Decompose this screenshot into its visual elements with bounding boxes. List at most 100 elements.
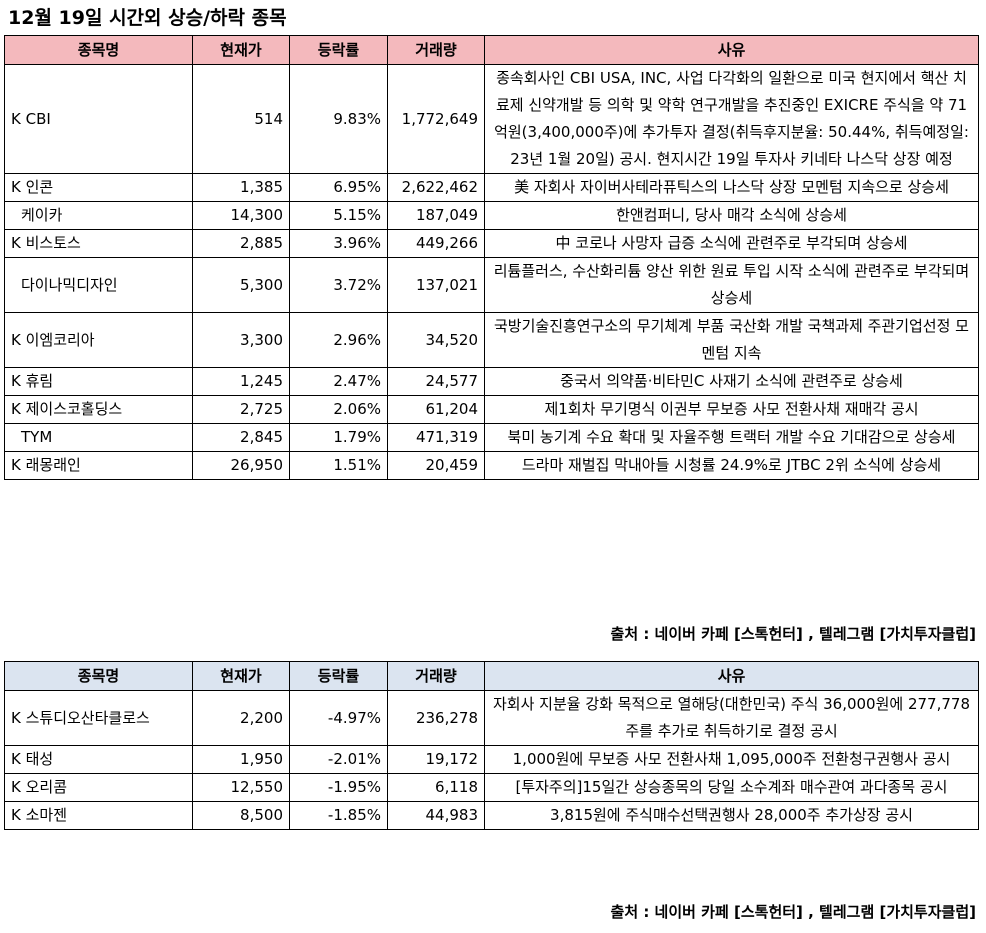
stock-name: K 이엠코리아 — [4, 312, 193, 368]
column-header-name: 종목명 — [4, 661, 193, 691]
stock-name: K 오리콤 — [4, 773, 193, 802]
stock-price: 14,300 — [192, 201, 290, 230]
column-header-volume: 거래량 — [387, 661, 485, 691]
stock-volume: 2,622,462 — [387, 173, 485, 202]
stock-volume: 137,021 — [387, 257, 485, 313]
stock-rate: 3.96% — [289, 229, 388, 258]
column-header-reason: 사유 — [484, 35, 979, 65]
stock-reason: 자회사 지분율 강화 목적으로 열해당(대한민국) 주식 36,000원에 27… — [484, 690, 979, 746]
table-row: TYM 2,845 1.79% 471,319 북미 농기계 수요 확대 및 자… — [4, 423, 979, 452]
stock-volume: 449,266 — [387, 229, 485, 258]
column-header-rate: 등락률 — [289, 661, 388, 691]
stock-price: 8,500 — [192, 801, 290, 830]
stock-volume: 471,319 — [387, 423, 485, 452]
source-credit: 출처 : 네이버 카페 [스톡헌터] , 텔레그램 [가치투자클럽] — [610, 903, 976, 921]
table-row: K CBI 514 9.83% 1,772,649 종속회사인 CBI USA,… — [4, 64, 979, 174]
table-header-row: 종목명 현재가 등락률 거래량 사유 — [4, 35, 979, 65]
stock-reason: 한앤컴퍼니, 당사 매각 소식에 상승세 — [484, 201, 979, 230]
stock-volume: 34,520 — [387, 312, 485, 368]
stock-rate: 9.83% — [289, 64, 388, 174]
stock-reason: 드라마 재벌집 막내아들 시청률 24.9%로 JTBC 2위 소식에 상승세 — [484, 451, 979, 480]
table-row: K 이엠코리아 3,300 2.96% 34,520 국방기술진흥연구소의 무기… — [4, 312, 979, 368]
stock-rate: -4.97% — [289, 690, 388, 746]
stock-name: K 휴림 — [4, 367, 193, 396]
stock-reason: [투자주의]15일간 상승종목의 당일 소수계좌 매수관여 과다종목 공시 — [484, 773, 979, 802]
table-row: 케이카 14,300 5.15% 187,049 한앤컴퍼니, 당사 매각 소식… — [4, 201, 979, 230]
stock-reason: 종속회사인 CBI USA, INC, 사업 다각화의 일환으로 미국 현지에서… — [484, 64, 979, 174]
stock-name: K 인콘 — [4, 173, 193, 202]
stock-volume: 1,772,649 — [387, 64, 485, 174]
stock-name: 케이카 — [4, 201, 193, 230]
table-row: K 태성 1,950 -2.01% 19,172 1,000원에 무보증 사모 … — [4, 745, 979, 774]
stock-price: 2,885 — [192, 229, 290, 258]
stock-rate: 3.72% — [289, 257, 388, 313]
stock-reason: 3,815원에 주식매수선택권행사 28,000주 추가상장 공시 — [484, 801, 979, 830]
stock-name: K 비스토스 — [4, 229, 193, 258]
table-row: 다이나믹디자인 5,300 3.72% 137,021 리튬플러스, 수산화리튬… — [4, 257, 979, 313]
table-row: K 제이스코홀딩스 2,725 2.06% 61,204 제1회차 무기명식 이… — [4, 395, 979, 424]
stock-reason: 美 자회사 자이버사테라퓨틱스의 나스닥 상장 모멘텀 지속으로 상승세 — [484, 173, 979, 202]
stock-reason: 북미 농기계 수요 확대 및 자율주행 트랙터 개발 수요 기대감으로 상승세 — [484, 423, 979, 452]
stock-volume: 236,278 — [387, 690, 485, 746]
column-header-reason: 사유 — [484, 661, 979, 691]
page-title: 12월 19일 시간외 상승/하락 종목 — [8, 7, 287, 29]
column-header-price: 현재가 — [192, 661, 290, 691]
stock-price: 2,725 — [192, 395, 290, 424]
stock-price: 2,200 — [192, 690, 290, 746]
stock-volume: 187,049 — [387, 201, 485, 230]
stock-rate: -2.01% — [289, 745, 388, 774]
column-header-price: 현재가 — [192, 35, 290, 65]
stock-reason: 국방기술진흥연구소의 무기체계 부품 국산화 개발 국책과제 주관기업선정 모멘… — [484, 312, 979, 368]
stock-reason: 리튬플러스, 수산화리튬 양산 위한 원료 투입 시작 소식에 관련주로 부각되… — [484, 257, 979, 313]
stock-reason: 중국서 의약품·비타민C 사재기 소식에 관련주로 상승세 — [484, 367, 979, 396]
table-row: K 스튜디오산타클로스 2,200 -4.97% 236,278 자회사 지분율… — [4, 690, 979, 746]
stock-volume: 19,172 — [387, 745, 485, 774]
stock-price: 2,845 — [192, 423, 290, 452]
stock-rate: 6.95% — [289, 173, 388, 202]
stock-reason: 제1회차 무기명식 이권부 무보증 사모 전환사채 재매각 공시 — [484, 395, 979, 424]
stock-name: K 태성 — [4, 745, 193, 774]
stock-price: 1,385 — [192, 173, 290, 202]
table-row: K 비스토스 2,885 3.96% 449,266 中 코로나 사망자 급증 … — [4, 229, 979, 258]
stock-reason: 1,000원에 무보증 사모 전환사채 1,095,000주 전환청구권행사 공… — [484, 745, 979, 774]
stock-reason: 中 코로나 사망자 급증 소식에 관련주로 부각되며 상승세 — [484, 229, 979, 258]
table-row: K 오리콤 12,550 -1.95% 6,118 [투자주의]15일간 상승종… — [4, 773, 979, 802]
stock-volume: 24,577 — [387, 367, 485, 396]
stock-rate: -1.85% — [289, 801, 388, 830]
table-row: K 래몽래인 26,950 1.51% 20,459 드라마 재벌집 막내아들 … — [4, 451, 979, 480]
column-header-volume: 거래량 — [387, 35, 485, 65]
stock-name: K CBI — [4, 64, 193, 174]
table-row: K 소마젠 8,500 -1.85% 44,983 3,815원에 주식매수선택… — [4, 801, 979, 830]
stock-rate: 1.79% — [289, 423, 388, 452]
column-header-name: 종목명 — [4, 35, 193, 65]
stock-rate: 2.47% — [289, 367, 388, 396]
stock-name: TYM — [4, 423, 193, 452]
table-header-row: 종목명 현재가 등락률 거래량 사유 — [4, 661, 979, 691]
stock-name: K 제이스코홀딩스 — [4, 395, 193, 424]
stock-price: 5,300 — [192, 257, 290, 313]
stock-price: 1,950 — [192, 745, 290, 774]
table-row: K 휴림 1,245 2.47% 24,577 중국서 의약품·비타민C 사재기… — [4, 367, 979, 396]
column-header-rate: 등락률 — [289, 35, 388, 65]
stock-volume: 44,983 — [387, 801, 485, 830]
stock-rate: 5.15% — [289, 201, 388, 230]
source-credit: 출처 : 네이버 카페 [스톡헌터] , 텔레그램 [가치투자클럽] — [610, 625, 976, 643]
stock-name: K 소마젠 — [4, 801, 193, 830]
stock-volume: 6,118 — [387, 773, 485, 802]
stock-rate: -1.95% — [289, 773, 388, 802]
falling-stocks-table: 종목명 현재가 등락률 거래량 사유 K 스튜디오산타클로스 2,200 -4.… — [4, 661, 979, 830]
stock-rate: 2.06% — [289, 395, 388, 424]
stock-rate: 1.51% — [289, 451, 388, 480]
stock-price: 26,950 — [192, 451, 290, 480]
stock-price: 12,550 — [192, 773, 290, 802]
stock-price: 3,300 — [192, 312, 290, 368]
stock-price: 514 — [192, 64, 290, 174]
stock-volume: 61,204 — [387, 395, 485, 424]
rising-stocks-table: 종목명 현재가 등락률 거래량 사유 K CBI 514 9.83% 1,772… — [4, 35, 979, 480]
stock-name: K 스튜디오산타클로스 — [4, 690, 193, 746]
stock-volume: 20,459 — [387, 451, 485, 480]
table-row: K 인콘 1,385 6.95% 2,622,462 美 자회사 자이버사테라퓨… — [4, 173, 979, 202]
stock-price: 1,245 — [192, 367, 290, 396]
stock-rate: 2.96% — [289, 312, 388, 368]
stock-name: 다이나믹디자인 — [4, 257, 193, 313]
